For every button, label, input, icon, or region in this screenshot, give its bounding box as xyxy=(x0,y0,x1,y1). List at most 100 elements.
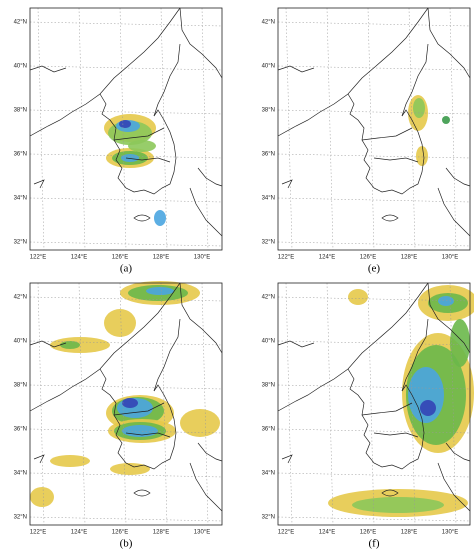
coastline xyxy=(361,127,413,141)
coastline xyxy=(277,7,429,137)
coastline xyxy=(427,7,471,79)
grid-line xyxy=(29,65,223,71)
lat-label: 38°N xyxy=(262,383,275,389)
lat-label: 32°N xyxy=(262,240,275,246)
grid-line xyxy=(277,21,471,27)
map-panel: 42°N 40°N 38°N 36°N 34°N 32°N 122°E 124°E 126°E 1… xyxy=(14,7,223,275)
grid-line xyxy=(78,282,86,526)
lon-label: 128°E xyxy=(401,255,417,261)
grid-line xyxy=(277,241,471,247)
lat-label: 42°N xyxy=(14,20,27,26)
coastline xyxy=(179,7,223,79)
coastline xyxy=(281,454,293,464)
map-panel: 42°N 40°N 38°N 36°N 34°N 32°N 122°E 124°E 126°E 1… xyxy=(14,281,223,550)
panel-label: (f) xyxy=(369,538,380,550)
lat-label: 36°N xyxy=(262,152,275,158)
precip-area xyxy=(348,289,368,305)
panel-label: (e) xyxy=(368,263,381,275)
grid-line xyxy=(326,282,334,526)
lon-label: 130°E xyxy=(442,255,458,261)
grid-line xyxy=(29,153,223,159)
coastline xyxy=(197,167,223,187)
coastline xyxy=(373,432,419,438)
precip-area xyxy=(438,296,454,306)
lon-label: 126°E xyxy=(112,530,128,536)
grid-line xyxy=(78,7,86,251)
lat-label: 38°N xyxy=(14,383,27,389)
coastline xyxy=(281,179,293,189)
grid-line xyxy=(201,7,209,251)
lon-label: 122°E xyxy=(30,255,46,261)
grid-line xyxy=(367,7,375,251)
precip-area xyxy=(50,455,90,467)
coastline xyxy=(277,65,315,73)
coastline xyxy=(381,489,399,497)
map-frame xyxy=(277,7,471,251)
coastline xyxy=(153,318,181,392)
map-frame xyxy=(29,7,223,251)
grid-line xyxy=(29,428,223,434)
precip-area xyxy=(180,409,220,437)
lon-label: 124°E xyxy=(319,255,335,261)
lat-label: 34°N xyxy=(262,471,275,477)
lon-label: 130°E xyxy=(442,530,458,536)
precip-area xyxy=(416,146,428,166)
grid-line xyxy=(29,296,223,302)
lat-label: 42°N xyxy=(262,295,275,301)
grid-line xyxy=(367,282,375,526)
precip-area xyxy=(122,425,158,437)
lon-label: 126°E xyxy=(112,255,128,261)
coastline xyxy=(29,65,67,73)
lat-label: 38°N xyxy=(262,108,275,114)
coastline xyxy=(99,368,177,470)
coastline xyxy=(153,43,181,117)
precip-area xyxy=(30,487,54,507)
lon-label: 124°E xyxy=(319,530,335,536)
precip-area xyxy=(352,497,444,513)
lat-label: 42°N xyxy=(14,295,27,301)
lon-label: 124°E xyxy=(71,530,87,536)
precip-area xyxy=(128,140,156,152)
coastline xyxy=(189,187,223,237)
coastline xyxy=(133,489,151,497)
grid-line xyxy=(277,65,471,71)
lat-label: 40°N xyxy=(262,64,275,70)
coastline xyxy=(179,282,223,354)
coastline xyxy=(29,282,181,412)
grid-line xyxy=(29,21,223,27)
grid-line xyxy=(29,384,223,390)
coastline xyxy=(347,368,425,470)
coastline xyxy=(277,340,315,348)
coastline xyxy=(381,214,399,222)
lon-label: 128°E xyxy=(153,530,169,536)
grid-line xyxy=(29,197,223,203)
coastline xyxy=(445,442,471,462)
precip-area xyxy=(450,319,470,367)
lon-label: 122°E xyxy=(278,255,294,261)
grid-line xyxy=(29,516,223,522)
lat-label: 36°N xyxy=(262,427,275,433)
precip-area xyxy=(442,116,450,124)
lat-label: 42°N xyxy=(262,20,275,26)
lat-label: 34°N xyxy=(14,196,27,202)
grid-line xyxy=(277,153,471,159)
precip-area xyxy=(104,309,136,337)
grid-line xyxy=(277,428,471,434)
lat-label: 32°N xyxy=(14,515,27,521)
lat-label: 40°N xyxy=(262,339,275,345)
coastline xyxy=(99,93,177,195)
grid-line xyxy=(277,197,471,203)
coastline xyxy=(427,282,471,354)
lat-label: 40°N xyxy=(14,339,27,345)
coastline xyxy=(33,454,45,464)
precip-area xyxy=(146,287,174,295)
lat-label: 36°N xyxy=(14,152,27,158)
coastline xyxy=(113,127,165,141)
grid-line xyxy=(277,384,471,390)
lon-label: 128°E xyxy=(401,530,417,536)
map-frame xyxy=(277,282,471,526)
lat-label: 36°N xyxy=(14,427,27,433)
coastline xyxy=(125,157,171,163)
coastline xyxy=(125,432,171,438)
